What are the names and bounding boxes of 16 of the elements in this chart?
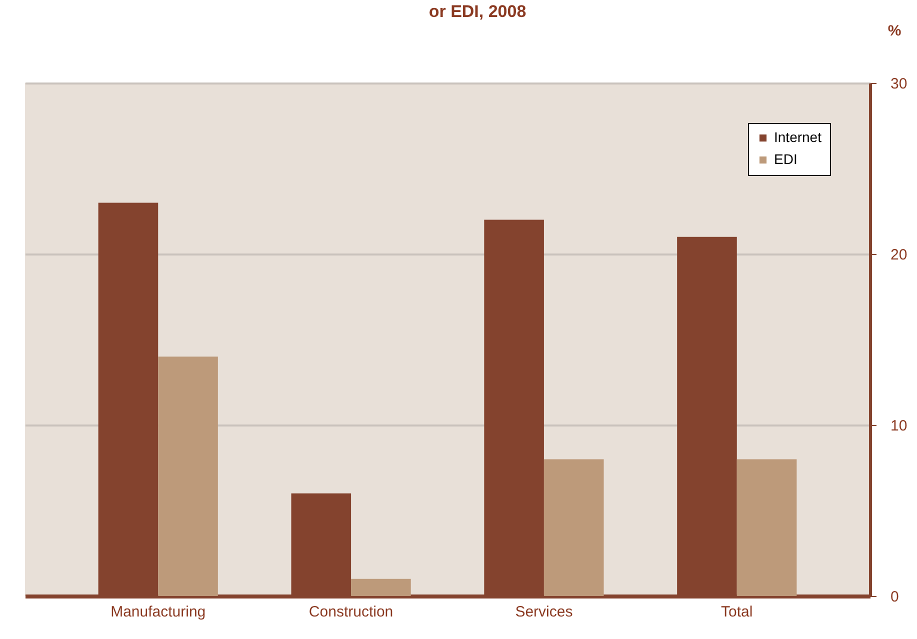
y-tick-label: 10	[890, 418, 908, 434]
x-tick-label: Construction	[308, 604, 394, 620]
y-tick-label: 20	[890, 246, 908, 264]
x-tick-label: Services	[515, 604, 573, 620]
y-tick-label: 0	[890, 588, 899, 606]
bar	[736, 459, 797, 596]
x-tick-label: Manufacturing	[110, 604, 206, 620]
bar	[351, 578, 411, 596]
legend-label: EDI	[774, 151, 798, 167]
x-tick-label: Total	[721, 604, 753, 620]
y-axis-title: %	[888, 22, 902, 40]
bar	[544, 459, 604, 596]
legend-label: Internet	[774, 129, 822, 145]
bar	[158, 356, 218, 596]
y-tick-label: 30	[890, 76, 908, 92]
chart-title: or EDI, 2008	[428, 2, 526, 21]
